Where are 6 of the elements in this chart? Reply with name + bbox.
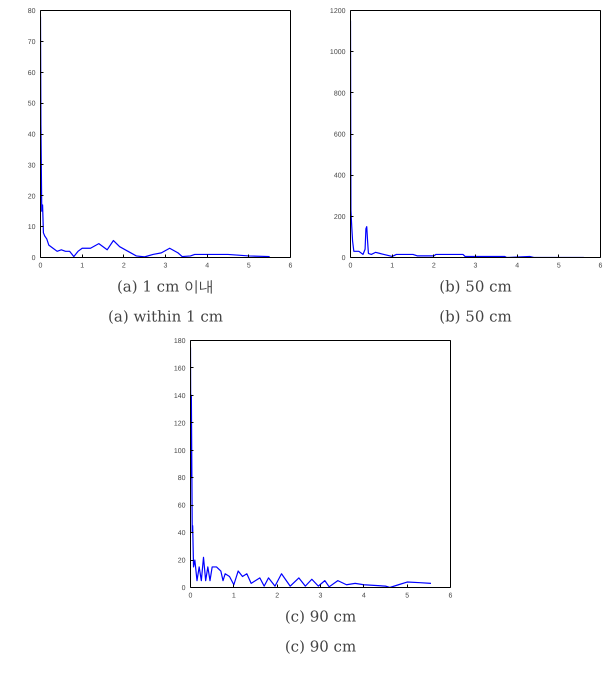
text: (c) 90 cm [284,608,356,626]
text: (b) 50 cm [439,278,512,296]
text: (c) 90 cm [284,638,356,656]
text: (a) 1 cm 이내 [116,278,214,296]
text: (b) 50 cm [439,308,512,326]
text: (a) within 1 cm [108,308,223,326]
